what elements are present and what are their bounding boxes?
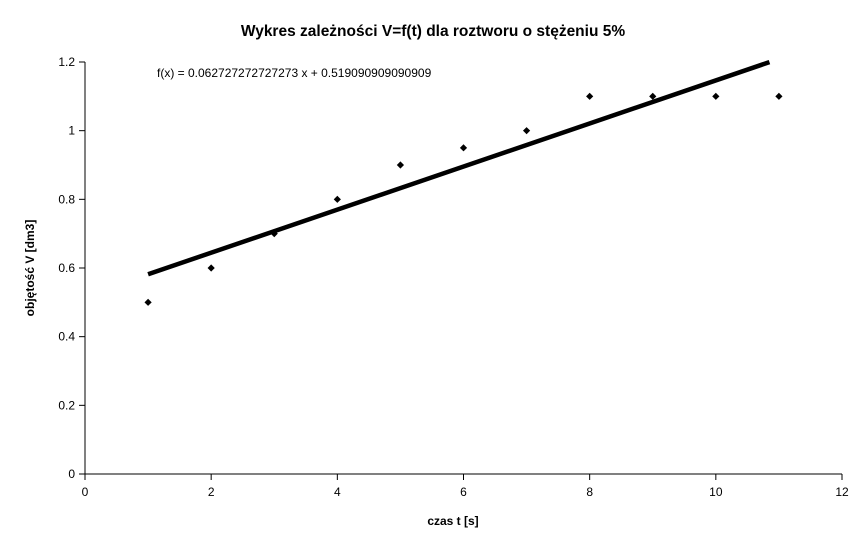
x-tick-label: 4 (334, 485, 341, 499)
x-tick-label: 2 (208, 485, 215, 499)
data-point (586, 92, 594, 100)
x-tick-label: 10 (709, 485, 723, 499)
x-tick-label: 0 (82, 485, 89, 499)
trendline-equation: f(x) = 0.062727272727273 x + 0.519090909… (157, 66, 432, 80)
data-points (144, 92, 783, 306)
x-axis-label: czas t [s] (427, 514, 478, 528)
x-tick-label: 12 (835, 485, 849, 499)
y-tick-label: 0 (68, 467, 75, 481)
y-tick-label: 0.2 (58, 398, 75, 412)
y-tick-label: 0.8 (58, 192, 75, 206)
x-ticks: 0 2 4 6 8 10 12 (82, 474, 849, 499)
data-point (144, 298, 152, 306)
data-point (396, 161, 405, 169)
y-axis-label: objętość V [dm3] (23, 220, 37, 317)
data-point (459, 144, 468, 152)
x-tick-label: 8 (586, 485, 593, 499)
x-tick-label: 6 (460, 485, 467, 499)
trendline (147, 59, 771, 277)
y-tick-label: 1.2 (58, 55, 75, 69)
data-point (522, 127, 531, 135)
y-tick-label: 1 (68, 124, 75, 138)
data-point (333, 195, 341, 203)
y-tick-label: 0.6 (58, 261, 75, 275)
data-point (207, 264, 215, 272)
data-point (649, 92, 657, 100)
y-ticks: 0 0.2 0.4 0.6 0.8 1 1.2 (58, 55, 85, 481)
data-point (775, 92, 783, 100)
y-tick-label: 0.4 (58, 330, 75, 344)
data-point (712, 92, 720, 100)
data-point (270, 230, 278, 238)
chart-title: Wykres zależności V=f(t) dla roztworu o … (241, 23, 626, 40)
